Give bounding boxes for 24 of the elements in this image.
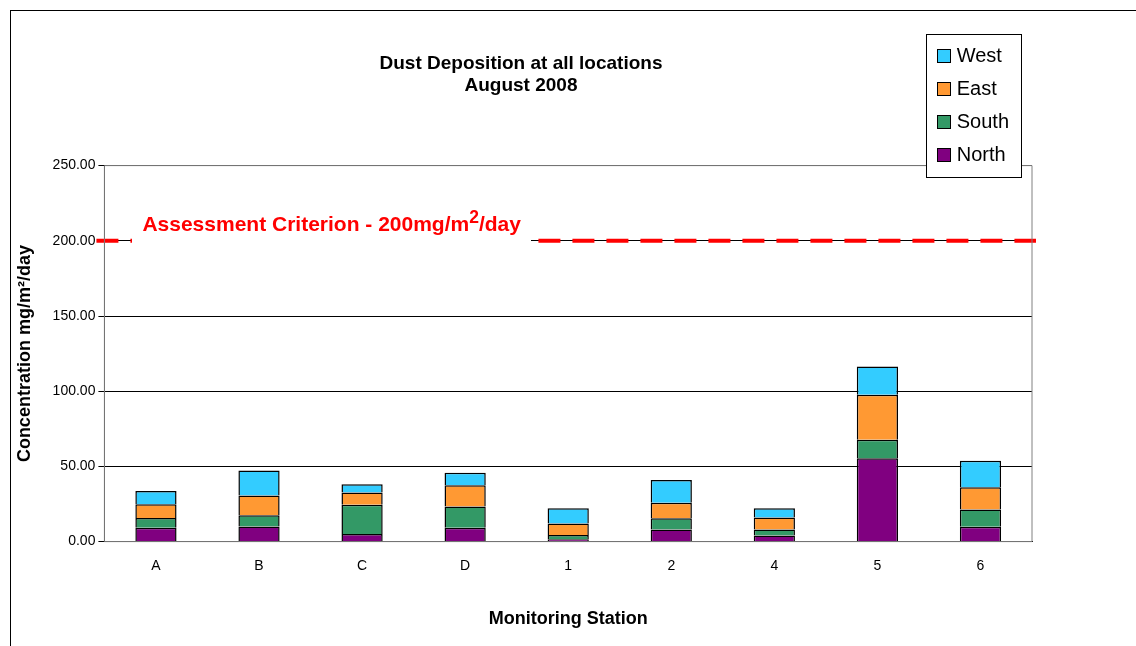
legend-label: South <box>956 110 1009 133</box>
x-tick-label: D <box>460 556 471 573</box>
x-tick-label: 5 <box>873 556 882 573</box>
y-tick-label: 100.00 <box>52 382 96 399</box>
x-tick-label: A <box>151 556 162 573</box>
y-tick-label: 250.00 <box>52 156 96 173</box>
x-tick-label: 2 <box>667 556 676 573</box>
chart-subtitle: August 2008 <box>464 74 578 96</box>
y-tick-label: 0.00 <box>68 532 96 549</box>
y-tick-label: 200.00 <box>52 231 96 248</box>
ref-line-label: Assessment Criterion - 200mg/m$^{2}$/day <box>132 206 531 258</box>
x-tick-label: 4 <box>770 556 779 573</box>
chart-title: Dust Deposition at all locations <box>379 51 663 73</box>
y-axis-title: Concentration mg/m²/day <box>13 245 34 463</box>
y-tick-label: 50.00 <box>60 457 96 474</box>
x-axis-title: Monitoring Station <box>488 608 648 629</box>
legend-label: North <box>956 143 1006 166</box>
x-tick-label: 1 <box>564 556 573 573</box>
y-tick-label: 150.00 <box>52 306 96 323</box>
x-tick-label: 6 <box>976 556 985 573</box>
x-tick-label: B <box>254 556 264 573</box>
x-tick-label: C <box>357 556 368 573</box>
legend-label: East <box>956 77 997 100</box>
legend-label: West <box>956 44 1002 67</box>
